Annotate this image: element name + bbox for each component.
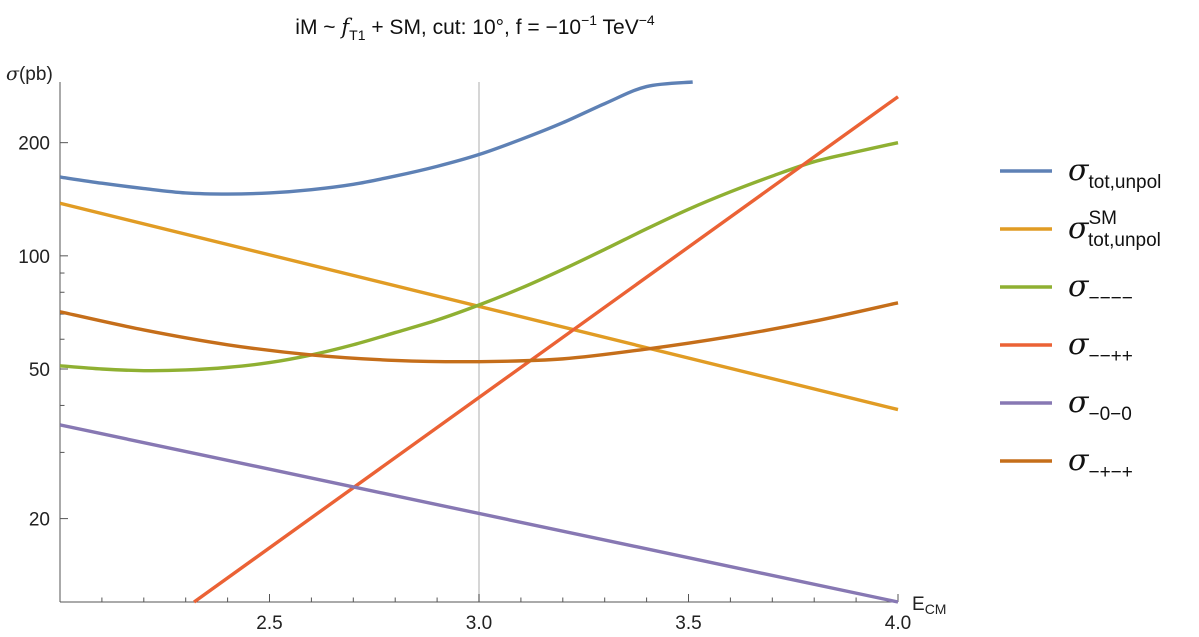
- series-m0m0-line: [60, 423, 899, 604]
- x-axis-label: ECM: [912, 594, 946, 617]
- legend: σtot,unpol σSM tot,unpol σ−−−− σ−−++ σ−0−0 σ−+…: [1000, 153, 1161, 483]
- legend-entry: σ−−++: [1068, 327, 1133, 367]
- legend-entry: σtot,unpol: [1068, 153, 1161, 193]
- x-tick-label: 3.5: [675, 613, 701, 634]
- legend-entry: σ−+−+: [1068, 443, 1133, 483]
- x-tick-label: 2.5: [256, 613, 282, 634]
- y-tick-label: 50: [29, 360, 50, 381]
- y-tick-label: 200: [18, 134, 50, 155]
- legend-entry: σ−−−−: [1068, 269, 1133, 309]
- y-tick-label: 20: [29, 510, 50, 531]
- y-axis-label: σ(pb): [6, 63, 53, 85]
- x-tick-label: 4.0: [885, 613, 911, 634]
- series-mmpp-line: [193, 95, 899, 604]
- series-mmmm-line: [60, 141, 899, 373]
- series-mpmp-line: [60, 301, 899, 364]
- series-tot-unpol-line: [60, 80, 693, 196]
- chart-title: iM ~ fT1 + SM, cut: 10°, f = −10−1 TeV−4: [295, 12, 655, 43]
- series-layer: [60, 80, 899, 604]
- legend-entry: σ−0−0: [1068, 385, 1132, 425]
- x-tick-label: 3.0: [466, 613, 492, 634]
- axes-layer: [59, 82, 899, 603]
- y-tick-label: 100: [18, 247, 50, 268]
- labels-layer: 20 50 100 200 2.5 3.0 3.5 4.0: [18, 134, 911, 634]
- legend-entry: σSM tot,unpol: [1068, 208, 1161, 251]
